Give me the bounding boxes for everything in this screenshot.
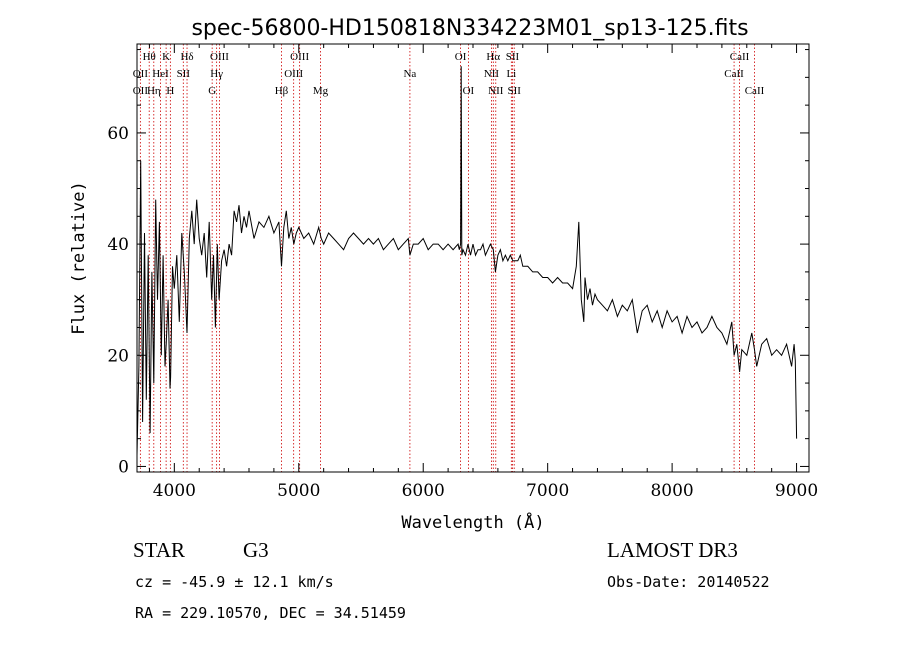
line-marker-label: OIII (284, 68, 303, 80)
redshift-velocity: cz = -45.9 ± 12.1 km/s (135, 573, 334, 591)
line-marker-label: Hγ (210, 68, 223, 80)
line-marker-labels: Hθ K Hδ OIII OIII Na OI Hα SII CaII OII HeI SII Hγ OII… (133, 51, 765, 97)
line-marker-label: OIII (210, 51, 229, 63)
y-tick-label: 0 (118, 457, 129, 477)
y-tick-label: 40 (107, 235, 129, 255)
line-marker-label: Mg (313, 85, 329, 97)
line-marker-label: NII (484, 68, 500, 80)
x-tick-label: 9000 (775, 481, 818, 501)
line-marker-label: K (162, 51, 170, 63)
line-marker-label: CaII (724, 68, 744, 80)
line-marker-label: Hθ (143, 51, 156, 63)
line-markers (139, 44, 755, 472)
y-tick-label: 20 (107, 346, 129, 366)
line-marker-label: Hα (486, 51, 500, 63)
line-marker-label: HeI (152, 68, 169, 80)
line-marker-label: OIII (290, 51, 309, 63)
y-axis-ticks: 0 20 40 60 (107, 49, 809, 477)
chart-title: spec-56800-HD150818N334223M01_sp13-125.f… (191, 16, 748, 41)
x-tick-label: 7000 (526, 481, 569, 501)
x-tick-label: 8000 (650, 481, 693, 501)
line-marker-label: OII (133, 68, 149, 80)
line-marker-label: Hη (147, 85, 161, 97)
plot-frame (136, 43, 810, 473)
line-marker-label: OI (463, 85, 475, 97)
line-marker-label: NII (488, 85, 504, 97)
x-tick-label: 5000 (277, 481, 320, 501)
line-marker-label: SII (506, 51, 520, 63)
object-class: STAR (133, 538, 185, 562)
line-marker-label: SII (507, 85, 521, 97)
line-marker-label: Hδ (180, 51, 193, 63)
line-marker-label: Na (403, 68, 416, 80)
line-marker-label: CaII (745, 85, 765, 97)
y-tick-label: 60 (107, 124, 129, 144)
line-marker-label: H (166, 85, 174, 97)
line-marker-label: OI (455, 51, 467, 63)
x-axis-ticks: 4000 5000 6000 7000 8000 9000 (148, 44, 818, 501)
survey-name: LAMOST DR3 (607, 538, 738, 562)
x-axis-label: Wavelength (Å) (401, 511, 544, 533)
x-tick-label: 4000 (153, 481, 196, 501)
line-marker-label: Li (506, 68, 516, 80)
spectrum-line (136, 66, 798, 456)
observation-date: Obs-Date: 20140522 (607, 573, 770, 591)
line-marker-label: CaII (730, 51, 750, 63)
coordinates: RA = 229.10570, DEC = 34.51459 (135, 604, 406, 622)
line-marker-label: G (208, 85, 216, 97)
line-marker-label: Hβ (275, 85, 289, 97)
object-subclass: G3 (243, 538, 269, 562)
x-tick-label: 6000 (402, 481, 445, 501)
y-axis-label: Flux (relative) (69, 181, 89, 335)
line-marker-label: SII (177, 68, 191, 80)
